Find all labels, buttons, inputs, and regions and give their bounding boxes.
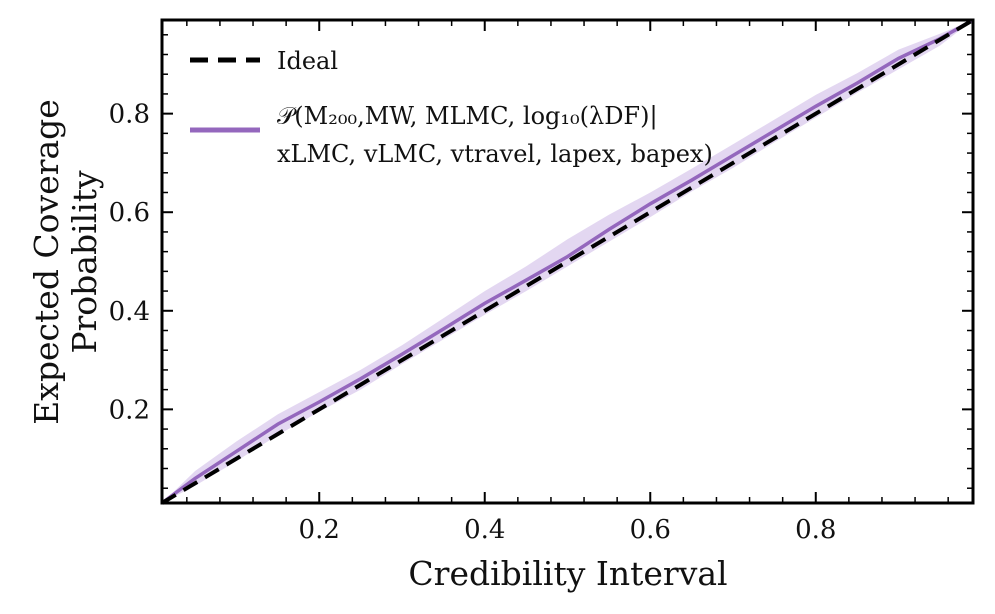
legend: Ideal 𝒫(M₂₀₀,MW, MLMC, log₁₀(λDF)| xLMC,… <box>190 47 713 168</box>
x-tick-label: 0.8 <box>795 515 836 545</box>
ideal-line <box>160 18 975 505</box>
y-axis-label: Expected Coverage Probability <box>27 99 104 425</box>
plot-frame <box>160 18 975 505</box>
major-ticks <box>162 20 973 503</box>
y-tick-label: 0.6 <box>109 198 150 228</box>
x-axis-label: Credibility Interval <box>408 554 727 593</box>
x-tick-labels: 0.2 0.4 0.6 0.8 <box>299 515 837 545</box>
legend-calibration-label-line1: 𝒫(M₂₀₀,MW, MLMC, log₁₀(λDF)| <box>277 102 658 131</box>
x-tick-label: 0.2 <box>299 515 340 545</box>
legend-calibration-label-line2: xLMC, vLMC, vtravel, lapex, bapex) <box>277 140 713 168</box>
y-axis-label-line2: Probability <box>65 170 104 354</box>
y-tick-label: 0.4 <box>109 297 150 327</box>
y-tick-label: 0.2 <box>109 395 150 425</box>
legend-ideal-label: Ideal <box>277 47 338 75</box>
calibration-line <box>160 18 974 505</box>
y-axis-label-line1: Expected Coverage <box>27 99 66 425</box>
y-tick-labels: 0.2 0.4 0.6 0.8 <box>109 100 150 426</box>
y-tick-label: 0.8 <box>109 100 150 130</box>
x-tick-label: 0.4 <box>464 515 505 545</box>
plot-area <box>160 18 975 505</box>
x-tick-label: 0.6 <box>630 515 671 545</box>
